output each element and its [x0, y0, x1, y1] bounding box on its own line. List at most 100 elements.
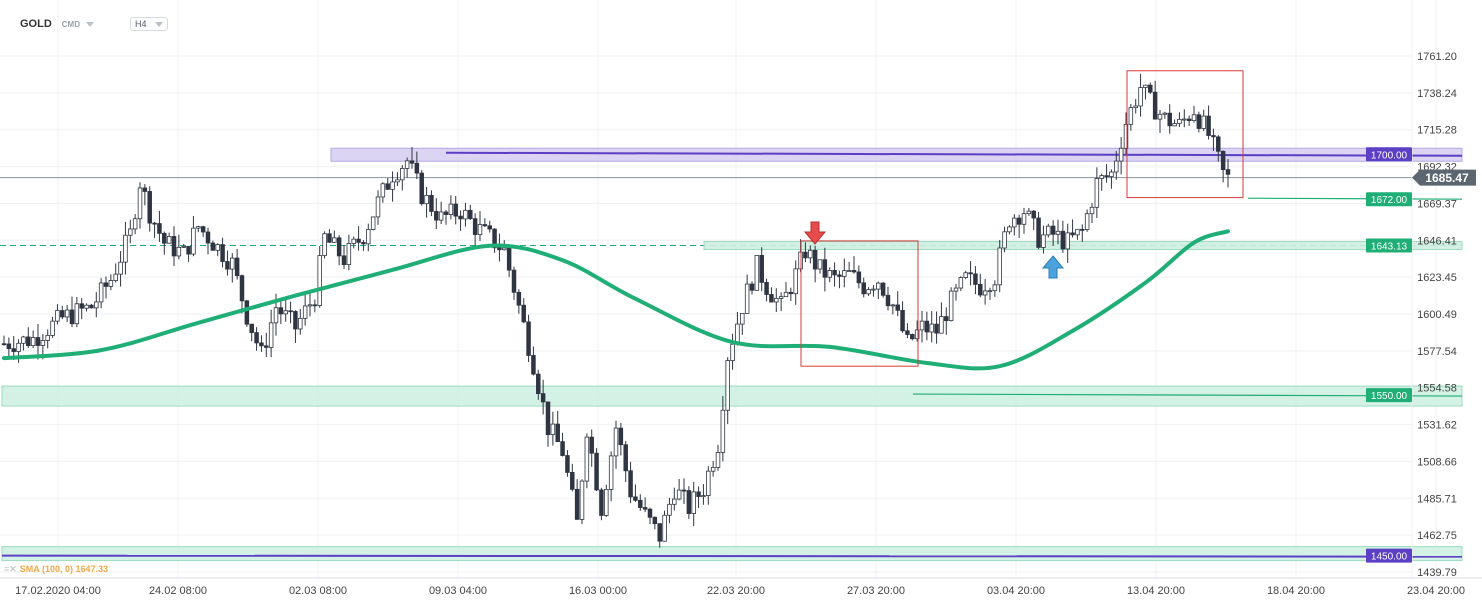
candle-body: [191, 227, 196, 255]
candle-body: [516, 291, 522, 306]
candle: [623, 441, 628, 483]
chevron-down-icon[interactable]: [86, 21, 94, 27]
candle-body: [672, 498, 677, 505]
candle-body: [64, 309, 70, 318]
candle: [764, 278, 769, 302]
candle: [1070, 219, 1075, 238]
candle-body: [390, 181, 395, 190]
candle-body: [361, 242, 366, 245]
candle-body: [40, 340, 46, 346]
candle-body: [992, 284, 998, 292]
candle: [783, 282, 789, 298]
candle: [1143, 84, 1148, 100]
candle: [691, 481, 696, 527]
candle-body: [613, 427, 619, 457]
candle: [1031, 209, 1036, 230]
candle: [1123, 112, 1129, 155]
candle-body: [414, 162, 420, 174]
x-tick-label: 13.04 20:00: [1127, 585, 1185, 597]
candle: [1060, 220, 1066, 253]
candle: [283, 297, 288, 322]
candle: [1012, 214, 1017, 236]
candle-body: [176, 246, 182, 257]
candle: [361, 240, 366, 251]
candle: [312, 299, 318, 313]
candle-body: [676, 489, 682, 500]
candle-body: [1143, 84, 1148, 88]
candle: [618, 422, 624, 456]
annotation-overlays: [800, 70, 1244, 367]
candle-body: [424, 194, 429, 205]
timeframe-select[interactable]: H4: [130, 17, 168, 31]
y-tick-label: 1508.66: [1417, 456, 1457, 468]
indicator-legend[interactable]: ≡✕ SMA (100, 0) 1647.33: [4, 564, 108, 575]
candle-body: [438, 211, 444, 221]
candle-body: [351, 238, 356, 244]
candle-body: [939, 316, 944, 334]
candle-body: [332, 237, 337, 243]
candle-body: [370, 216, 376, 230]
candle: [808, 245, 813, 264]
candle-body: [244, 300, 250, 325]
candle-body: [876, 282, 881, 290]
candle: [740, 312, 745, 335]
candle: [35, 323, 41, 360]
candle-body: [205, 231, 211, 244]
candle-body: [851, 270, 857, 273]
candle-body: [764, 282, 769, 295]
candle: [1167, 104, 1172, 134]
candle-body: [638, 499, 643, 508]
candle-body: [584, 436, 590, 482]
candle-body: [642, 507, 648, 510]
candle: [934, 311, 939, 344]
candle: [545, 401, 551, 447]
candle-body: [1099, 175, 1104, 179]
support-zone-1643: [703, 241, 1463, 251]
candle-body: [453, 203, 458, 217]
candle: [210, 240, 216, 251]
x-tick-label: 18.04 20:00: [1267, 585, 1325, 597]
candle: [526, 314, 531, 363]
candle: [385, 178, 390, 190]
candle: [89, 303, 94, 309]
candle: [744, 274, 750, 314]
current-price-badge: [1412, 169, 1476, 186]
candle: [79, 297, 84, 320]
candle-body: [1094, 178, 1100, 208]
candle: [1191, 105, 1197, 123]
candle: [1002, 226, 1007, 253]
candle-body: [448, 203, 454, 215]
candle-body: [919, 320, 925, 331]
candle-body: [1016, 217, 1022, 225]
candle: [186, 245, 191, 262]
candle: [589, 429, 594, 467]
time-axis: 17.02.2020 04:00 24.02 08:00 02.03 08:00 09…: [0, 577, 1482, 597]
candle: [978, 273, 983, 298]
candle: [1080, 224, 1085, 242]
candle: [905, 323, 910, 339]
candle: [560, 432, 565, 457]
candle: [944, 307, 949, 335]
candle-body: [395, 179, 400, 183]
candle: [298, 308, 303, 335]
candle: [278, 300, 284, 325]
candle: [555, 410, 560, 443]
candle: [900, 301, 905, 333]
candle: [128, 219, 133, 244]
candle: [336, 235, 342, 266]
settings-icon[interactable]: ≡✕: [4, 564, 17, 574]
candle: [1036, 211, 1041, 250]
candle-body: [1201, 115, 1206, 129]
candle: [715, 444, 721, 471]
candle-body: [157, 223, 162, 234]
candle-body: [1133, 105, 1138, 109]
candle: [793, 260, 798, 305]
x-tick-label: 24.02 08:00: [149, 585, 207, 597]
candle-body: [429, 194, 434, 212]
chart-grid: [0, 0, 1437, 578]
candle: [594, 448, 599, 492]
candle-body: [647, 508, 653, 518]
candle-body: [293, 311, 298, 330]
instrument-symbol[interactable]: GOLD: [20, 18, 52, 30]
